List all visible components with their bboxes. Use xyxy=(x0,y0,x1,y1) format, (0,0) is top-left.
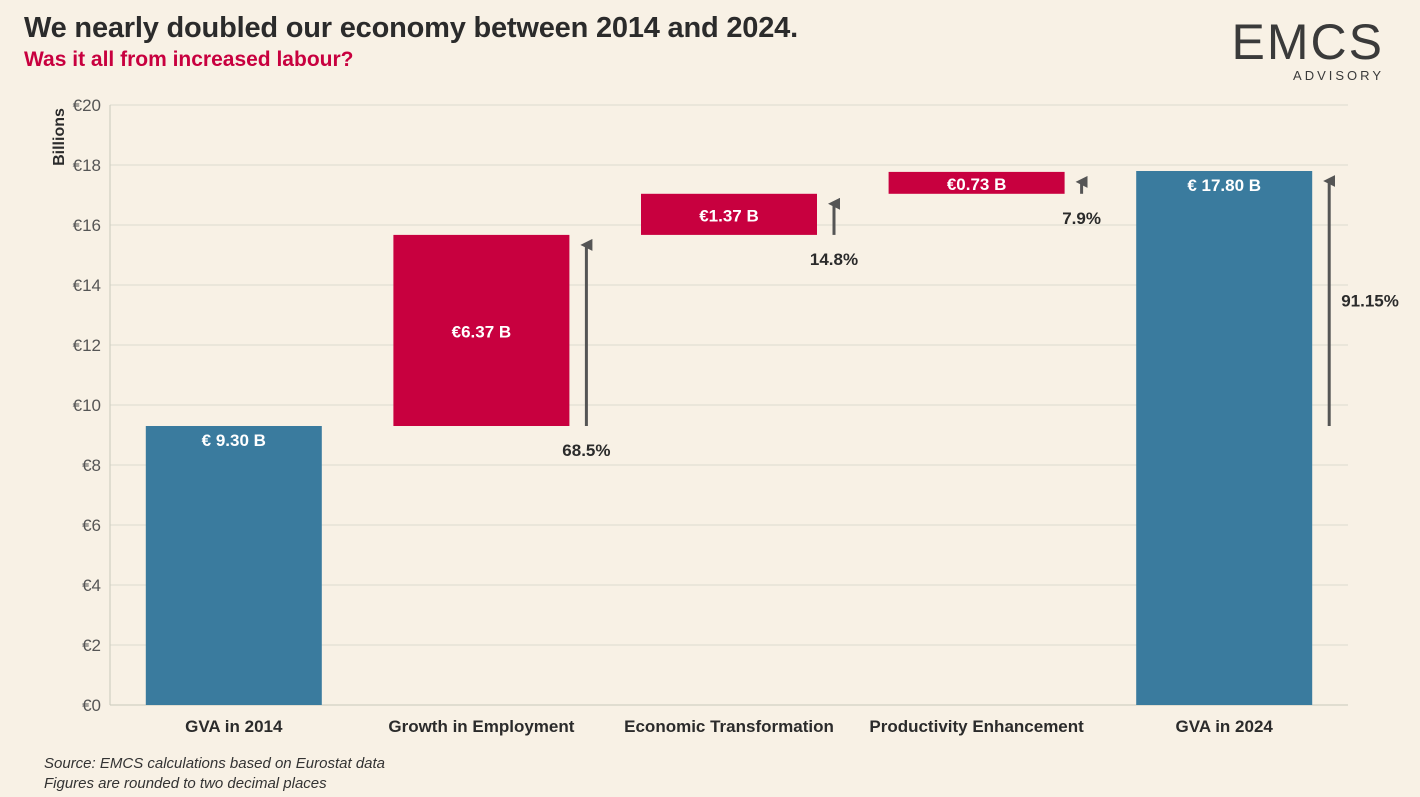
x-tick-label: Productivity Enhancement xyxy=(869,717,1084,736)
contribution-share-label: 91.15% xyxy=(1341,292,1399,311)
y-tick-label: €20 xyxy=(73,96,101,115)
contribution-share-label: 14.8% xyxy=(810,250,858,269)
bar-productivity-enhancement xyxy=(888,171,1065,194)
y-axis-title: Billions xyxy=(51,108,68,166)
x-tick-label: GVA in 2024 xyxy=(1176,717,1274,736)
x-tick-label: GVA in 2014 xyxy=(185,717,283,736)
source-note: Source: EMCS calculations based on Euros… xyxy=(44,755,386,772)
y-tick-label: €18 xyxy=(73,156,101,175)
y-tick-label: €14 xyxy=(73,276,101,295)
emcs-logo: EMCS ADVISORY xyxy=(1231,14,1384,83)
y-tick-label: €8 xyxy=(82,456,101,475)
bar-growth-in-employment xyxy=(393,234,570,426)
x-tick-label: Economic Transformation xyxy=(624,717,834,736)
chart-subtitle: Was it all from increased labour? xyxy=(24,48,354,71)
logo-tagline: ADVISORY xyxy=(1293,68,1384,83)
bar-value-label: € 9.30 B xyxy=(202,431,266,450)
y-tick-label: €10 xyxy=(73,396,101,415)
y-tick-label: €4 xyxy=(82,576,101,595)
bar-value-label: € 17.80 B xyxy=(1187,176,1261,195)
logo-wordmark: EMCS xyxy=(1231,14,1384,70)
bar-gva-in-2024 xyxy=(1136,171,1313,705)
bar-value-label: €6.37 B xyxy=(452,322,512,341)
bar-value-label: €0.73 B xyxy=(947,175,1007,194)
contribution-share-label: 68.5% xyxy=(562,441,610,460)
y-tick-label: €16 xyxy=(73,216,101,235)
contribution-share-label: 7.9% xyxy=(1062,209,1101,228)
bar-gva-in-2014 xyxy=(145,426,322,705)
y-tick-label: €0 xyxy=(82,696,101,715)
y-tick-label: €2 xyxy=(82,636,101,655)
x-tick-label: Growth in Employment xyxy=(388,717,574,736)
chart-title: We nearly doubled our economy between 20… xyxy=(24,12,798,44)
y-tick-label: €6 xyxy=(82,516,101,535)
rounding-note: Figures are rounded to two decimal place… xyxy=(44,775,327,792)
bar-economic-transformation xyxy=(641,193,817,235)
bar-value-label: €1.37 B xyxy=(699,206,759,225)
y-tick-label: €12 xyxy=(73,336,101,355)
